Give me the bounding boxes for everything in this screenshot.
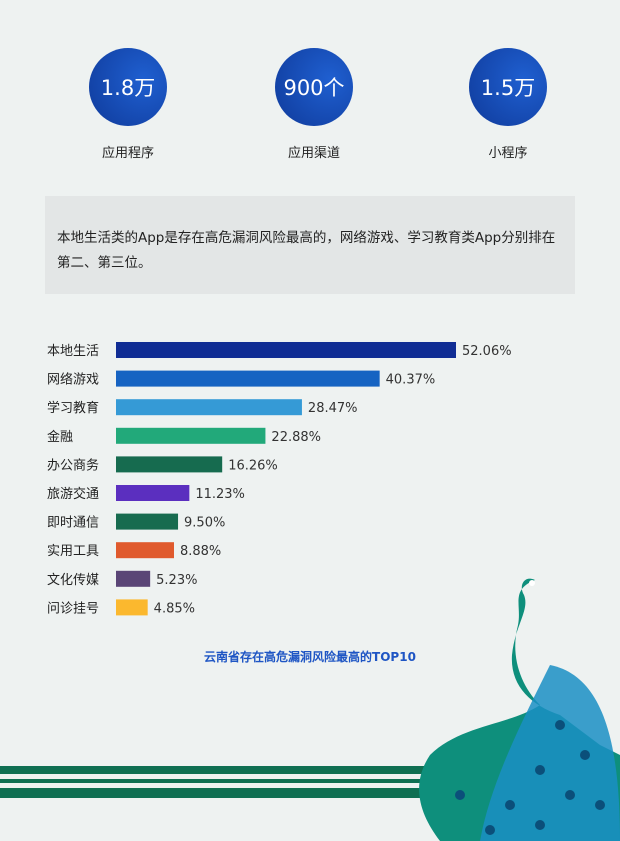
peacock-illustration	[419, 578, 620, 841]
category-label: 即时通信	[47, 516, 99, 531]
bar	[116, 542, 174, 559]
value-label: 8.88%	[180, 544, 221, 559]
value-label: 52.06%	[462, 344, 512, 359]
bar	[116, 427, 266, 444]
summary-note: 本地生活类的App是存在高危漏洞风险最高的，网络游戏、学习教育类App分别排在第…	[45, 196, 575, 294]
stat-label: 小程序	[488, 146, 528, 161]
bar	[116, 342, 456, 358]
category-label: 学习教育	[47, 400, 99, 416]
value-label: 11.23%	[195, 487, 245, 502]
chart-title: 云南省存在高危漏洞风险最高的TOP10	[204, 650, 416, 664]
bar	[116, 570, 151, 587]
stat-channels: 900个 应用渠道	[254, 48, 374, 161]
bar-chart: 本地生活 52.06% 网络游戏 40.37% 学习教育 28.47% 金融 22.88% 办公…	[47, 342, 512, 616]
category-label: 文化传媒	[47, 573, 99, 588]
peacock-tail	[480, 665, 620, 841]
value-label: 5.23%	[156, 573, 197, 588]
peacock-tail-eyespots	[455, 720, 605, 835]
category-label: 问诊挂号	[47, 601, 99, 616]
value-label: 40.37%	[386, 373, 436, 388]
bar	[116, 599, 148, 616]
value-label: 16.26%	[228, 458, 278, 473]
stat-circle: 1.8万	[89, 48, 167, 126]
category-label: 本地生活	[47, 344, 99, 359]
category-label: 网络游戏	[47, 372, 99, 388]
category-label: 实用工具	[47, 544, 99, 559]
bar	[116, 513, 179, 530]
category-label: 金融	[47, 429, 73, 445]
stat-circle: 900个	[275, 48, 353, 126]
bar	[116, 456, 223, 473]
category-label: 办公商务	[47, 457, 99, 473]
category-label: 旅游交通	[47, 486, 99, 502]
stat-label: 应用渠道	[287, 146, 340, 161]
stat-apps: 1.8万 应用程序	[68, 48, 188, 161]
value-label: 9.50%	[184, 516, 225, 531]
stat-label: 应用程序	[101, 146, 154, 161]
stat-mini-programs: 1.5万 小程序	[448, 48, 568, 161]
value-label: 28.47%	[308, 401, 358, 416]
peacock-eye	[529, 580, 535, 586]
value-label: 22.88%	[271, 430, 321, 445]
footer-stripe	[0, 766, 620, 774]
bar	[116, 485, 190, 501]
bar	[116, 370, 380, 387]
footer-stripe	[0, 788, 620, 798]
bar	[116, 399, 302, 416]
value-label: 4.85%	[154, 601, 195, 616]
footer-stripe	[0, 779, 620, 783]
stat-circle: 1.5万	[469, 48, 547, 126]
